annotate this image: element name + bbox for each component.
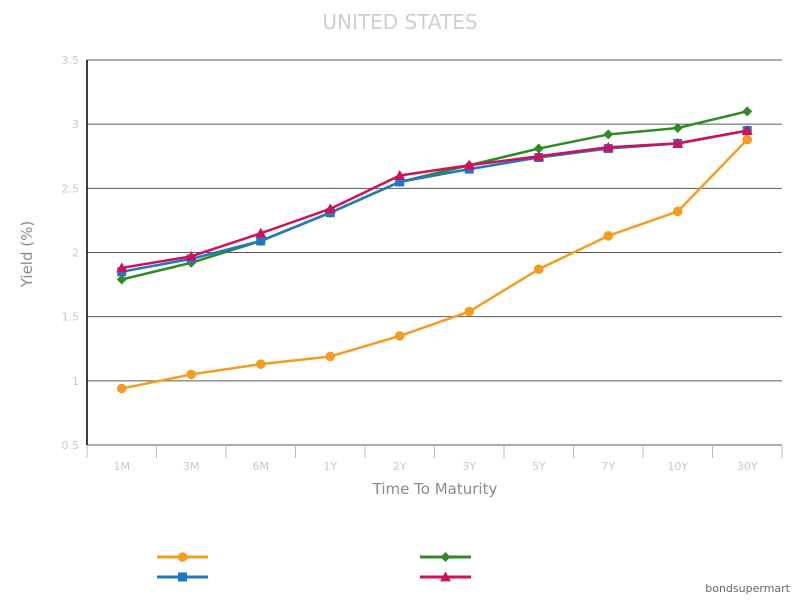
legend-item-3[interactable] (157, 572, 208, 582)
data-point (394, 331, 405, 341)
data-point (672, 206, 683, 217)
data-point (463, 159, 475, 170)
series-line (120, 110, 749, 281)
chart-title: UNITED STATES (322, 10, 477, 34)
legend-marker (440, 571, 451, 582)
data-point (116, 262, 128, 273)
data-point (256, 236, 266, 246)
data-point (464, 306, 475, 317)
series-1 (116, 134, 753, 394)
x-tick-label: 1M (114, 460, 131, 473)
series-line (120, 138, 749, 390)
y-axis-title: Yield (%) (18, 221, 36, 288)
data-point (324, 203, 336, 214)
data-point (742, 106, 753, 117)
y-tick-label: 1.5 (62, 311, 80, 324)
data-point (742, 134, 753, 145)
legend-marker (178, 572, 187, 582)
series-line (120, 129, 749, 273)
data-point (186, 369, 197, 380)
legend-marker (440, 552, 451, 562)
legend-item-2[interactable] (420, 552, 471, 562)
y-tick-label: 3 (72, 118, 79, 131)
data-point (255, 359, 266, 369)
data-point (672, 137, 684, 148)
x-tick-label: 3M (183, 460, 200, 473)
series-line (120, 129, 749, 270)
data-point (255, 227, 267, 238)
series-3 (117, 126, 752, 277)
data-point (185, 250, 197, 261)
x-axis-title: Time To Maturity (372, 480, 498, 498)
legend-item-1[interactable] (157, 552, 208, 562)
x-tick-label: 10Y (667, 460, 688, 473)
x-tick-label: 6M (253, 460, 270, 473)
y-tick-label: 2 (72, 247, 79, 260)
x-tick-label: 7Y (601, 460, 615, 473)
y-tick-label: 1 (72, 375, 79, 388)
data-point (116, 274, 127, 285)
data-point (603, 231, 614, 241)
data-point (741, 125, 753, 135)
data-point (602, 141, 614, 152)
data-point (672, 123, 683, 134)
x-tick-label: 1Y (323, 460, 337, 473)
series-2 (116, 106, 753, 285)
legend-item-4[interactable] (420, 571, 471, 582)
legend-marker (177, 552, 188, 562)
y-tick-label: 2.5 (62, 182, 80, 195)
y-tick-label: 0.5 (62, 439, 80, 452)
x-tick-label: 5Y (532, 460, 546, 473)
x-tick-label: 3Y (462, 460, 476, 473)
data-point (533, 143, 544, 154)
data-point (395, 177, 405, 187)
data-point (394, 170, 406, 180)
legend[interactable] (157, 552, 471, 582)
data-point (603, 129, 614, 140)
data-point (116, 383, 127, 394)
axes: 0.5 1 1.5 2 2.5 3 3.5 1M 3M 6M 1Y 2Y 3Y 5Y 7Y 10Y 30Y (62, 54, 783, 473)
y-tick-label: 3.5 (62, 54, 80, 67)
series-4 (116, 125, 753, 273)
data-point (533, 150, 545, 161)
x-tick-label: 30Y (737, 460, 758, 473)
x-tick-label: 2Y (393, 460, 407, 473)
watermark-text: bondsupermart (705, 582, 790, 595)
data-point (325, 351, 336, 362)
data-point (533, 264, 544, 274)
series-group (116, 106, 753, 394)
